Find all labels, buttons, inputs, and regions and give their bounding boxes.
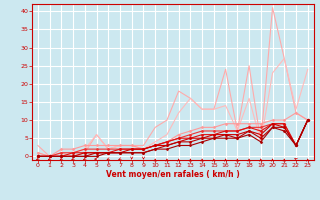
X-axis label: Vent moyen/en rafales ( km/h ): Vent moyen/en rafales ( km/h ) [106, 170, 240, 179]
